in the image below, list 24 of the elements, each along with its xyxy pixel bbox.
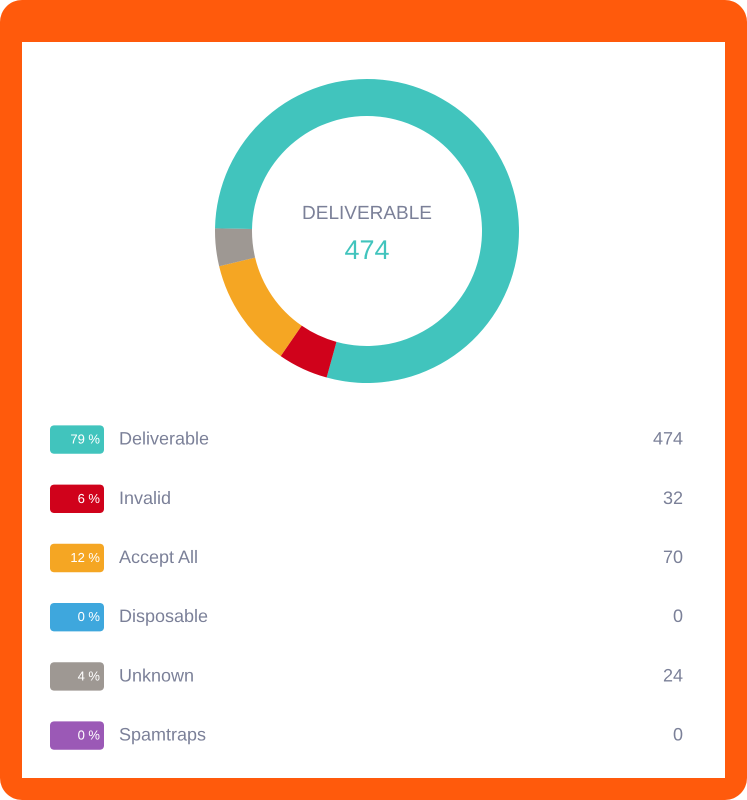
- legend-label: Spamtraps: [119, 724, 206, 745]
- text: 0: [672, 606, 683, 626]
- text: 0 %: [78, 609, 100, 624]
- data-label: 24: [662, 665, 683, 686]
- donut-slice: [215, 79, 519, 383]
- text: DELIVERABLE: [302, 203, 432, 224]
- legend-label: Deliverable: [119, 428, 210, 449]
- data-label: 32: [662, 488, 683, 508]
- text: 79 %: [70, 432, 100, 447]
- data-label: 474: [344, 235, 390, 265]
- text: 6 %: [78, 490, 100, 506]
- legend-label: Accept All: [119, 547, 198, 567]
- donut-slice: [280, 326, 336, 378]
- text: 0 %: [78, 728, 100, 743]
- donut-slice: [215, 228, 256, 266]
- legend-label: Disposable: [119, 606, 208, 626]
- legend-label: Unknown: [119, 665, 194, 686]
- text: 0: [672, 724, 683, 745]
- data-label: 70: [662, 547, 683, 567]
- donut-slice: [219, 258, 302, 356]
- text: 474: [652, 428, 683, 449]
- text: 4 %: [78, 668, 100, 684]
- text: 12 %: [70, 550, 100, 565]
- legend-label: Invalid: [119, 488, 172, 508]
